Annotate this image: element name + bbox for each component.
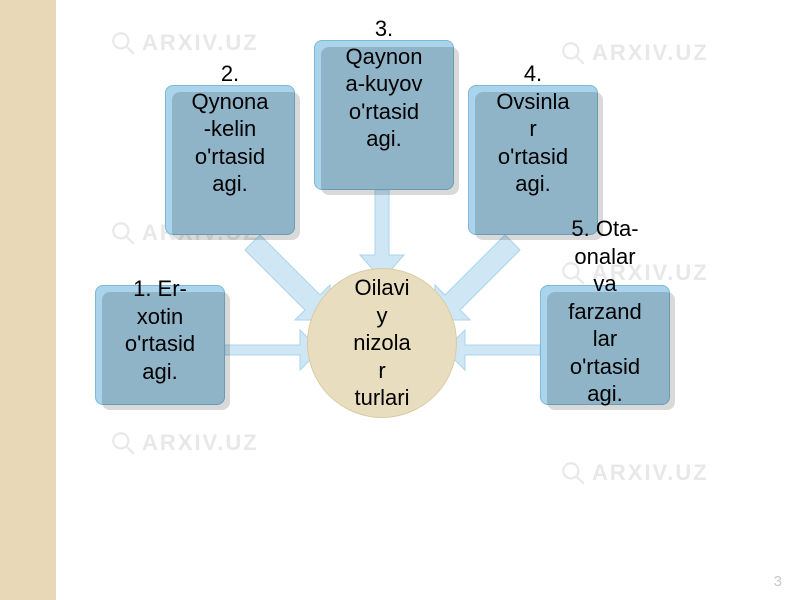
slide-number: 3 — [774, 573, 782, 590]
arrow — [360, 190, 404, 280]
diagram-node-label: 5. Ota-onalarvafarzandlaro'rtasidagi. — [540, 215, 670, 408]
diagram-node-label: 4.Ovsinlaro'rtasidagi. — [468, 60, 598, 198]
diagram-center: Oilaviynizolarturlari — [307, 268, 457, 418]
arrow — [225, 330, 320, 370]
diagram-node-label: 1. Er-xotino'rtasidagi. — [95, 275, 225, 385]
arrow — [445, 330, 540, 370]
diagram-node-label: 3.Qaynona-kuyovo'rtasidagi. — [314, 15, 454, 153]
diagram-node-label: 2.Qynona-kelino'rtasidagi. — [165, 60, 295, 198]
diagram-center-label: Oilaviynizolarturlari — [353, 274, 410, 412]
